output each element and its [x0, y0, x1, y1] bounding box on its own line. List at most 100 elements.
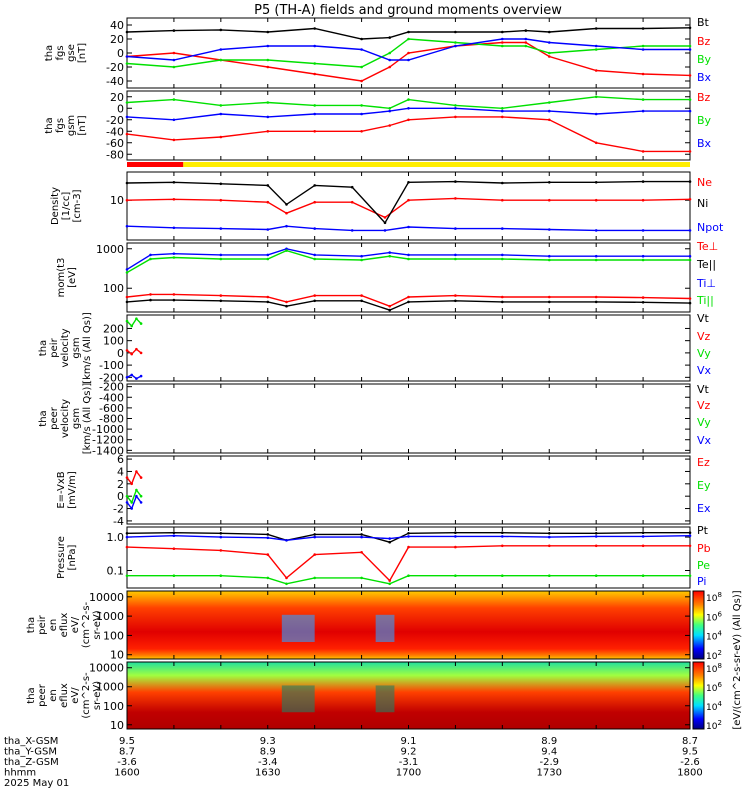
- x-axis-value: -2.9: [539, 757, 559, 768]
- data-point: [407, 253, 410, 257]
- legend-By: By: [697, 114, 712, 127]
- colorbar-tick-label: 102: [706, 649, 722, 662]
- x-axis-row-label: hhmm: [4, 768, 36, 779]
- panel-frame: [126, 455, 691, 525]
- data-point: [641, 544, 645, 548]
- x-axis-value: 9.4: [541, 747, 557, 758]
- data-point: [641, 229, 645, 232]
- panel-frame: [126, 90, 691, 161]
- series-line-Te||: [126, 299, 691, 311]
- data-point: [266, 115, 270, 119]
- data-point: [383, 229, 387, 232]
- data-point: [360, 112, 363, 116]
- data-point: [501, 253, 504, 257]
- panel-peer_velocity: -200-400-600-800-1000-1200-1400 tha peer ve…: [38, 381, 712, 458]
- series-line-Te⊥: [126, 293, 691, 307]
- y-tick-label: 1000: [96, 681, 124, 694]
- y-tick-label: 40: [110, 19, 124, 32]
- data-point: [454, 574, 457, 577]
- data-point: [454, 30, 457, 34]
- data-point: [219, 135, 223, 139]
- data-point: [360, 533, 363, 536]
- legend-By: By: [697, 53, 712, 66]
- legend-Vy: Vy: [697, 347, 711, 360]
- data-point: [501, 107, 504, 110]
- series-line-Ti||: [126, 249, 690, 274]
- data-point: [266, 130, 270, 133]
- data-point: [688, 44, 692, 48]
- data-point: [548, 101, 551, 104]
- data-point: [172, 293, 176, 296]
- y-tick-label: 10: [110, 194, 124, 207]
- spectrogram-feature: [281, 614, 315, 642]
- data-point: [139, 476, 143, 479]
- y-axis-label: tha: [44, 45, 55, 61]
- series-line-Vz: [126, 348, 142, 356]
- y-axis-label: [cm-3]: [72, 189, 83, 222]
- x-axis-value: 8.7: [119, 747, 135, 758]
- data-point: [594, 300, 598, 304]
- data-point: [548, 228, 551, 231]
- y-axis-label: (cm^2-s-: [81, 672, 92, 719]
- data-point: [266, 58, 270, 62]
- series-line-Ti⊥: [126, 248, 690, 270]
- data-point: [360, 551, 363, 554]
- data-point: [524, 41, 528, 44]
- data-point: [641, 531, 645, 534]
- data-point: [688, 534, 692, 537]
- y-tick-label: -800: [99, 413, 124, 426]
- x-axis-row-label: 2025 May 01: [4, 778, 69, 789]
- data-point: [454, 41, 457, 44]
- data-point: [285, 300, 288, 304]
- data-point: [594, 254, 598, 258]
- data-point: [454, 44, 457, 48]
- x-axis-value: 9.3: [260, 736, 276, 747]
- data-point: [313, 130, 317, 133]
- data-point: [172, 252, 176, 255]
- data-point: [594, 48, 598, 51]
- data-point: [407, 30, 410, 34]
- data-point: [130, 507, 133, 510]
- data-point: [407, 535, 410, 538]
- y-tick-label: 1000: [96, 610, 124, 623]
- data-point: [285, 211, 288, 215]
- y-tick-label: 0: [117, 102, 124, 115]
- data-point: [360, 104, 363, 107]
- data-point: [454, 180, 457, 183]
- data-point: [125, 198, 129, 202]
- x-axis-value: 1630: [255, 768, 280, 779]
- data-point: [548, 118, 551, 122]
- y-axis-label: peir: [37, 614, 48, 634]
- y-axis-label: eV/: [70, 687, 81, 704]
- y-tick-label: -2: [113, 503, 124, 516]
- x-axis-value: 1600: [114, 768, 139, 779]
- data-point: [388, 254, 392, 258]
- data-point: [501, 257, 504, 261]
- y-tick-label: 200: [103, 322, 124, 335]
- data-point: [149, 257, 152, 261]
- data-point: [501, 41, 504, 44]
- data-point: [501, 300, 504, 304]
- y-tick-label: -1400: [92, 444, 124, 457]
- data-point: [125, 181, 129, 185]
- legend-Te||: Te||: [696, 258, 716, 271]
- data-point: [135, 377, 138, 380]
- x-axis-value: 8.9: [541, 736, 557, 747]
- data-point: [313, 227, 317, 230]
- data-point: [125, 319, 129, 323]
- data-point: [172, 118, 176, 122]
- data-point: [407, 58, 410, 62]
- y-axis-label: sr-eV): [92, 610, 103, 639]
- data-point: [594, 141, 598, 145]
- y-axis-label: [nT]: [77, 115, 88, 135]
- data-point: [454, 253, 457, 257]
- data-point: [172, 256, 176, 259]
- colorbar-tick-label: 102: [706, 719, 722, 732]
- data-point: [407, 574, 410, 577]
- data-point: [266, 576, 270, 580]
- data-point: [313, 576, 317, 580]
- series-line-Vy: [126, 317, 142, 328]
- data-point: [172, 226, 176, 230]
